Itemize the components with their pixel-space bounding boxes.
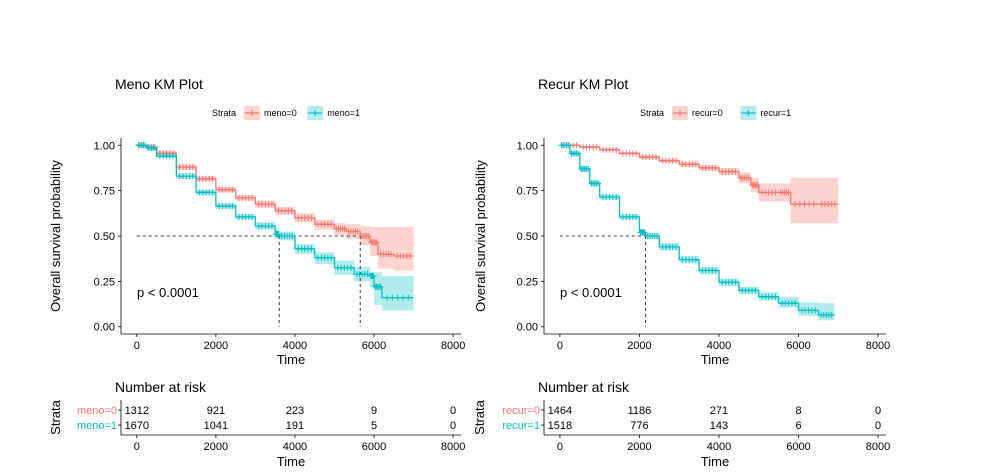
y-tick-label: 1.00 [517,140,538,152]
risk-row-label: recur=0 [502,405,540,417]
risk-count: 8 [795,405,801,417]
risk-count: 1312 [125,405,149,417]
risk-x-axis-label: Time [277,454,305,469]
legend-key-meno=0 [244,106,260,120]
y-tick-label: 0.75 [94,186,115,198]
risk-row-label: meno=0 [77,405,117,417]
legend-title: Strata [640,108,664,118]
km-panel-1: Meno KM Plot Strata meno=0 meno=1 0.00 0.25 0.… [48,76,465,469]
legend: Strata meno=0 meno=1 [212,106,360,120]
risk-count: 1464 [548,405,572,417]
risk-x-tick-label: 4000 [283,441,307,453]
x-tick-label: 6000 [786,340,810,352]
risk-row-label: meno=1 [77,420,117,432]
risk-x-tick-label: 2000 [627,441,651,453]
y-axis-label: Overall survival probability [48,160,63,312]
x-tick-label: 0 [557,340,563,352]
legend-label: recur=1 [760,108,791,118]
y-tick-label: 0.25 [94,276,115,288]
risk-x-tick-label: 8000 [866,441,890,453]
km-panel-2: Recur KM Plot Strata recur=0 recur=1 0.00 0.2… [472,76,890,469]
risk-count: 0 [875,405,881,417]
legend-title: Strata [212,108,236,118]
x-tick-label: 0 [134,340,140,352]
legend-label: recur=0 [692,108,723,118]
risk-count: 1041 [204,420,228,432]
y-tick-label: 0.00 [517,322,538,334]
chart-title: Meno KM Plot [115,76,203,92]
y-tick-label: 0.50 [517,231,538,243]
risk-x-axis-label: Time [701,454,729,469]
confidence-band-recur=0 [559,145,839,224]
censor-marks-meno=1 [135,142,412,301]
legend-key-meno=1 [307,106,324,120]
risk-count: 0 [450,405,456,417]
x-tick-label: 2000 [204,340,228,352]
risk-count: 223 [286,405,304,417]
risk-x-tick-label: 4000 [707,441,731,453]
legend-label: meno=1 [327,108,360,118]
confidence-band-recur=1 [559,145,835,321]
risk-table: Number at risk recur=0 1464 1186 271 8 0 recur=… [472,379,890,469]
risk-x-tick-label: 0 [557,441,563,453]
risk-x-tick-label: 2000 [204,441,228,453]
y-tick-label: 1.00 [94,140,115,152]
risk-count: 9 [371,405,377,417]
risk-y-axis-label: Strata [48,399,63,434]
risk-count: 0 [450,420,456,432]
risk-x-tick-label: 6000 [362,441,386,453]
risk-count: 0 [875,420,881,432]
risk-x-tick-label: 0 [134,441,140,453]
y-tick-label: 0.00 [94,322,115,334]
risk-count: 1670 [125,420,149,432]
x-axis-label: Time [277,352,305,367]
x-tick-label: 4000 [283,340,307,352]
risk-count: 5 [371,420,377,432]
risk-count: 143 [710,420,728,432]
x-axis-label: Time [701,352,729,367]
risk-table-title: Number at risk [538,379,630,395]
risk-count: 1186 [628,405,652,417]
legend-label: meno=0 [264,108,297,118]
risk-count: 6 [795,420,801,432]
p-value-label: p < 0.0001 [560,285,622,300]
legend-key-recur=1 [740,106,757,120]
chart-title: Recur KM Plot [538,76,628,92]
risk-table: Number at risk meno=0 1312 921 223 9 0 meno=1 16… [48,379,465,469]
x-tick-label: 8000 [866,340,890,352]
risk-row-label: recur=1 [502,420,540,432]
censor-marks-recur=1 [558,142,835,318]
y-tick-label: 0.75 [517,186,538,198]
x-tick-label: 2000 [627,340,651,352]
risk-x-tick-label: 8000 [441,441,465,453]
x-tick-label: 6000 [362,340,386,352]
y-axis-label: Overall survival probability [473,160,488,312]
y-tick-label: 0.50 [94,231,115,243]
x-tick-label: 8000 [441,340,465,352]
risk-count: 271 [710,405,728,417]
risk-x-tick-label: 6000 [786,441,810,453]
risk-count: 921 [207,405,225,417]
risk-count: 776 [630,420,648,432]
risk-count: 1518 [548,420,572,432]
risk-count: 191 [286,420,304,432]
p-value-label: p < 0.0001 [137,285,199,300]
x-tick-label: 4000 [707,340,731,352]
risk-table-title: Number at risk [115,379,207,395]
risk-y-axis-label: Strata [472,399,487,434]
legend-key-recur=0 [672,106,688,120]
y-tick-label: 0.25 [517,276,538,288]
legend: Strata recur=0 recur=1 [640,106,791,120]
